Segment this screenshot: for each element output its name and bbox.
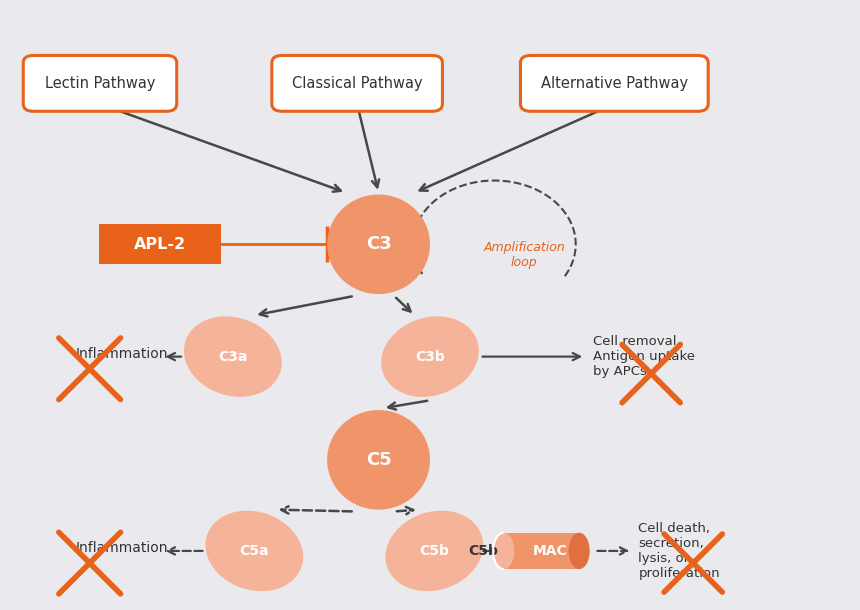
Text: C5: C5 — [366, 451, 391, 469]
Text: Alternative Pathway: Alternative Pathway — [541, 76, 688, 91]
Text: C3b: C3b — [415, 350, 445, 364]
Text: C5a: C5a — [240, 544, 269, 558]
Ellipse shape — [381, 317, 479, 397]
Ellipse shape — [184, 317, 282, 397]
Bar — [504, 533, 579, 569]
Text: Inflammation: Inflammation — [76, 346, 169, 361]
Ellipse shape — [493, 533, 514, 569]
Ellipse shape — [327, 410, 430, 509]
Text: C3a: C3a — [218, 350, 248, 364]
FancyBboxPatch shape — [272, 56, 442, 111]
Text: Lectin Pathway: Lectin Pathway — [45, 76, 155, 91]
Text: C3: C3 — [366, 235, 391, 253]
Text: MAC: MAC — [532, 544, 568, 558]
FancyBboxPatch shape — [23, 56, 176, 111]
FancyBboxPatch shape — [99, 224, 221, 264]
Text: Inflammation: Inflammation — [76, 541, 169, 555]
Ellipse shape — [385, 511, 483, 591]
Text: C5b: C5b — [420, 544, 449, 558]
Text: C5b: C5b — [469, 544, 499, 558]
Text: Cell removal,
Antigen uptake
by APCs: Cell removal, Antigen uptake by APCs — [593, 335, 695, 378]
Text: Classical Pathway: Classical Pathway — [292, 76, 422, 91]
Ellipse shape — [327, 195, 430, 294]
Text: Cell death,
secretion,
lysis, or
proliferation: Cell death, secretion, lysis, or prolife… — [638, 522, 720, 580]
Text: APL-2: APL-2 — [134, 237, 186, 252]
Text: Amplification
loop: Amplification loop — [483, 241, 565, 269]
Ellipse shape — [206, 511, 303, 591]
FancyBboxPatch shape — [520, 56, 708, 111]
Ellipse shape — [568, 533, 590, 569]
